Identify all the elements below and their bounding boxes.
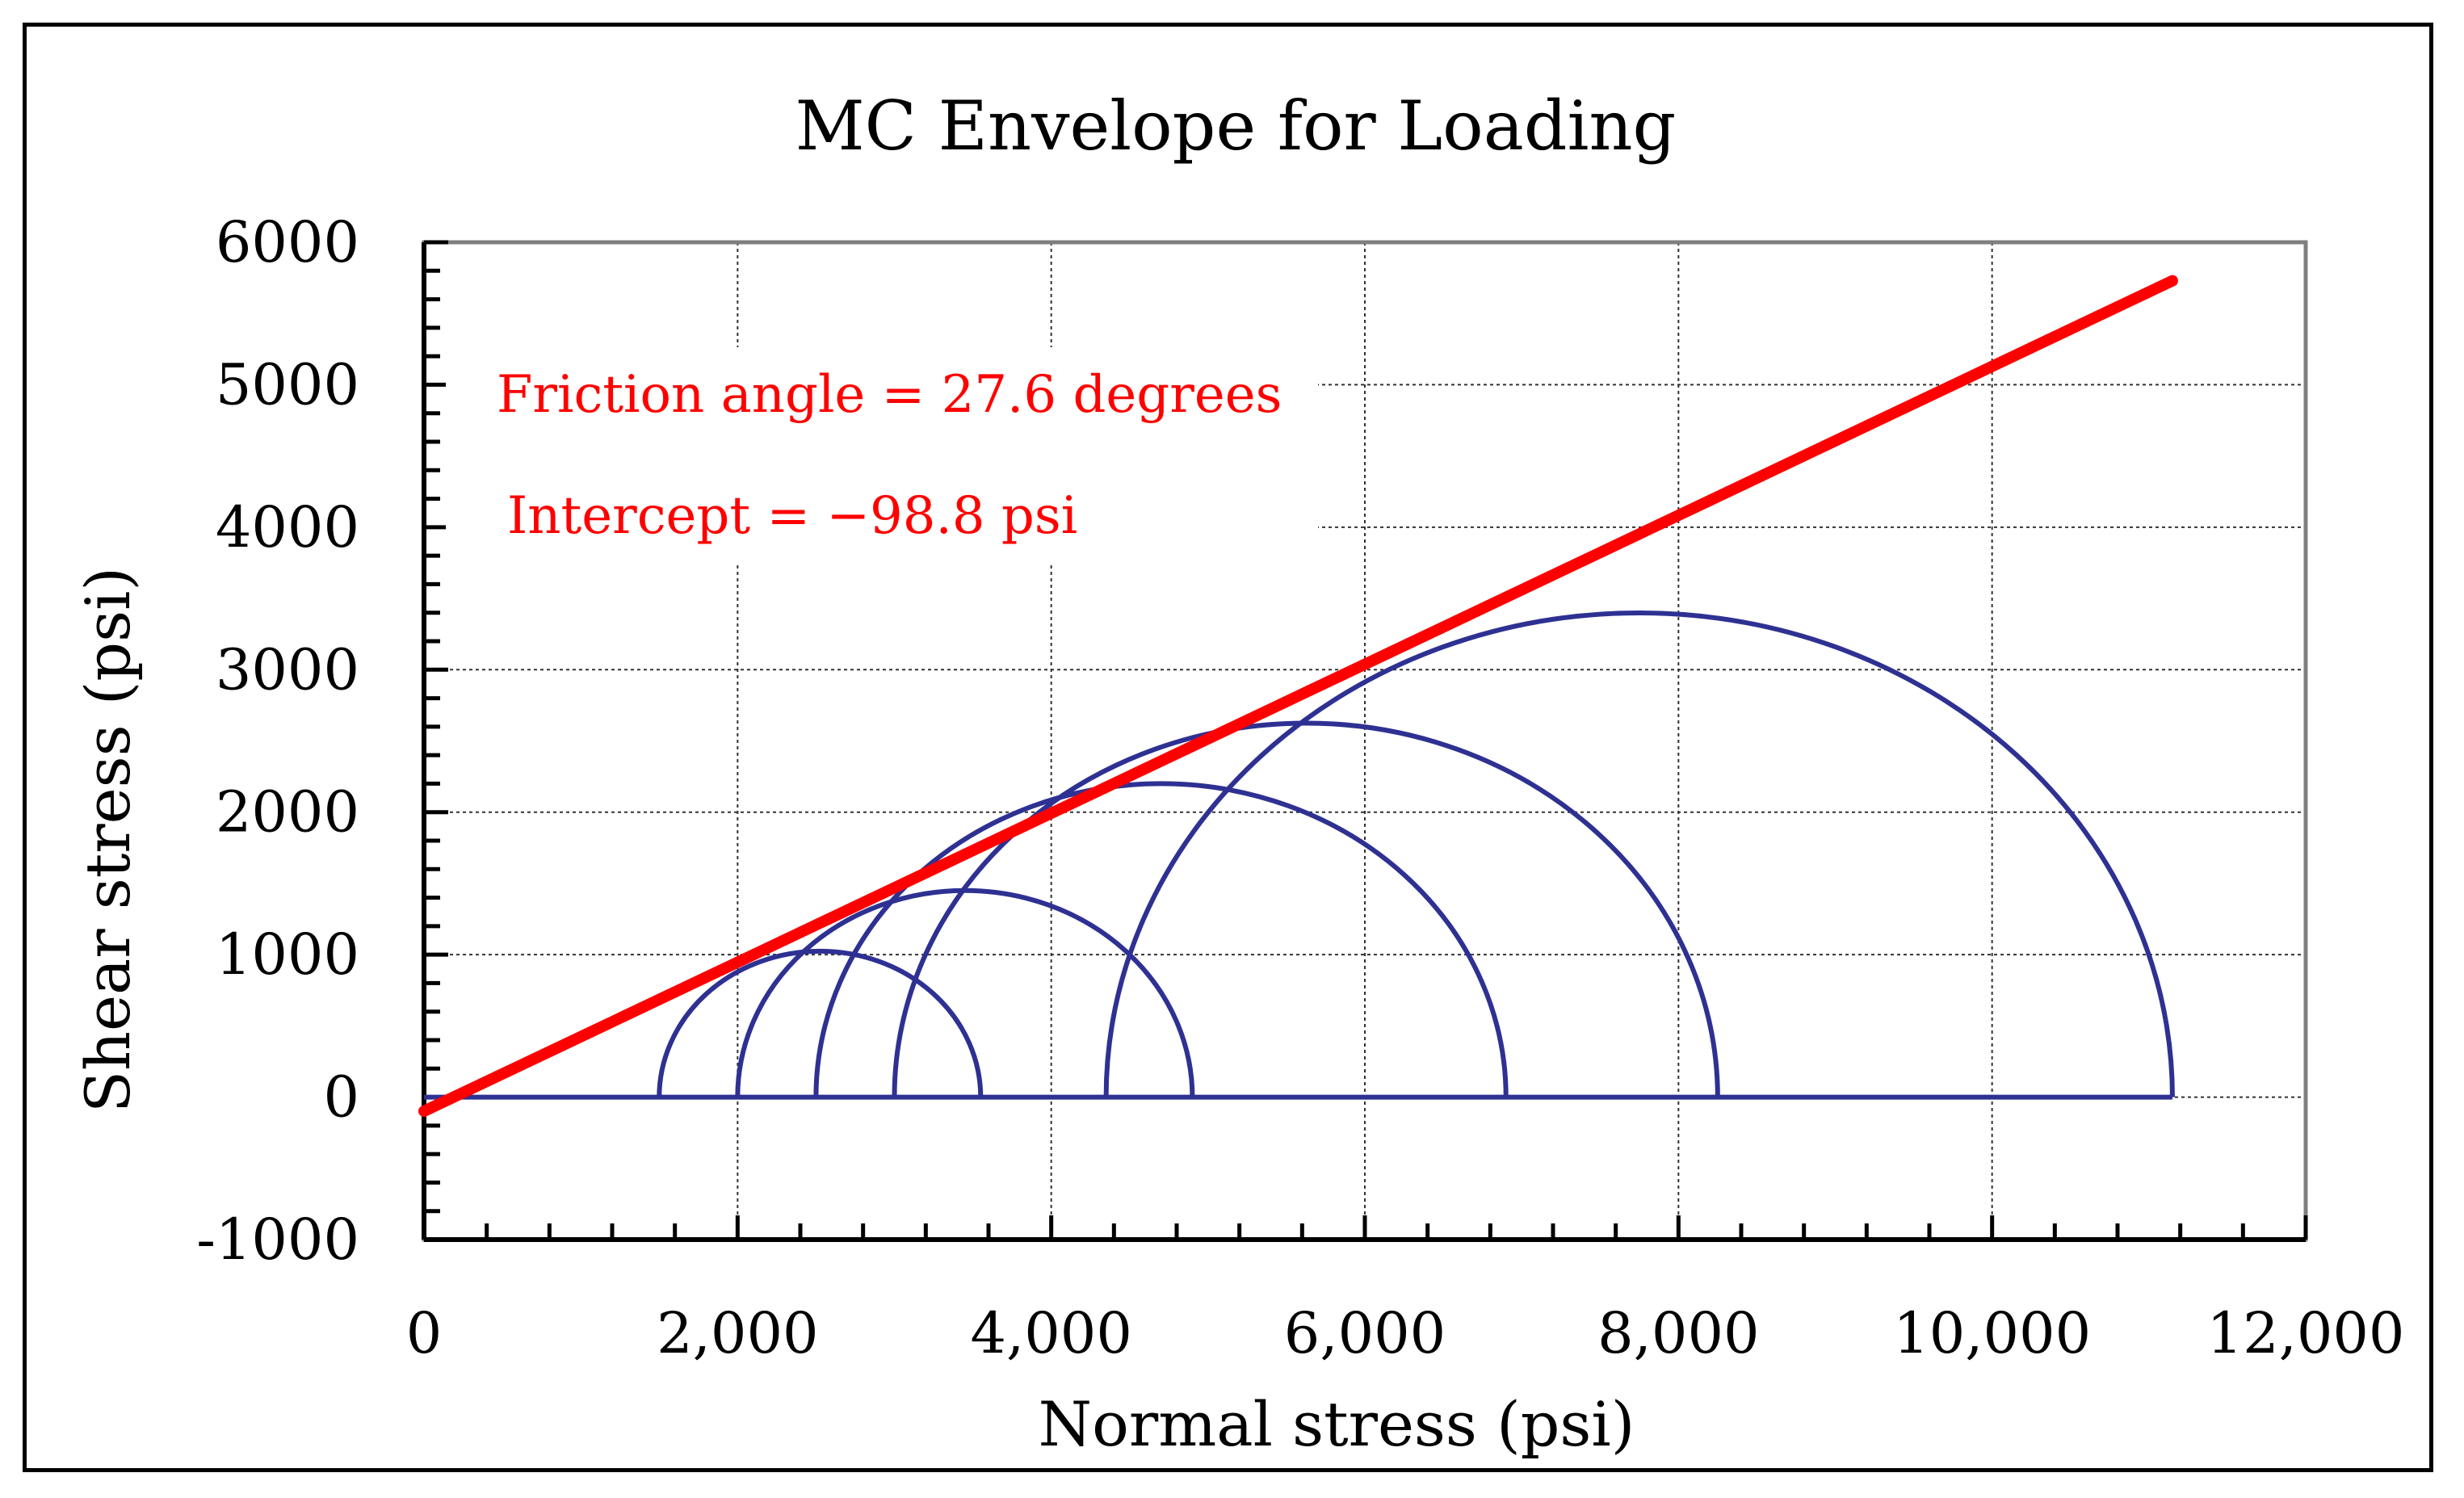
x-tick-label: 6,000 xyxy=(1284,1300,1446,1366)
y-tick-label: 0 xyxy=(323,1064,359,1131)
y-tick-label: 4000 xyxy=(216,494,359,560)
axes xyxy=(422,240,2308,1242)
x-tick-label: 0 xyxy=(406,1300,443,1366)
tick-labels: 0 2,000 4,000 6,000 8,000 10,000 12,000 -1000 0 1… xyxy=(196,209,2404,1366)
y-tick-label: 5000 xyxy=(216,351,359,418)
x-tick-label: 4,000 xyxy=(970,1300,1131,1366)
mohr-circles xyxy=(424,613,2172,1097)
y-tick-label: 2000 xyxy=(216,779,359,846)
y-tick-label: 1000 xyxy=(216,921,359,988)
mohr-circle xyxy=(657,949,984,1097)
y-tick-label: 6000 xyxy=(216,209,359,275)
x-tick-label: 12,000 xyxy=(2207,1300,2405,1366)
chart-title: MC Envelope for Loading xyxy=(795,86,1677,166)
mohr-circle xyxy=(1106,613,2172,1097)
mc-envelope-line xyxy=(418,275,2178,1118)
envelope-lines xyxy=(418,275,2178,1118)
y-tick-label: -1000 xyxy=(196,1206,359,1273)
grid xyxy=(424,242,2306,1240)
x-tick-label: 8,000 xyxy=(1597,1300,1759,1366)
friction-angle-annotation: Friction angle = 27.6 degrees xyxy=(497,365,1282,425)
mohr-circle xyxy=(816,783,1505,1097)
y-tick-label: 3000 xyxy=(216,636,359,703)
x-tick-label: 2,000 xyxy=(657,1300,818,1366)
y-axis-label: Shear stress (psi) xyxy=(72,567,144,1113)
mohr-circle xyxy=(735,887,1195,1097)
mohr-circle xyxy=(892,720,1720,1097)
x-axis-label: Normal stress (psi) xyxy=(1039,1388,1635,1460)
intercept-annotation: Intercept = −98.8 psi xyxy=(507,486,1077,546)
x-tick-label: 10,000 xyxy=(1893,1300,2091,1366)
annotation-background xyxy=(446,347,1318,565)
